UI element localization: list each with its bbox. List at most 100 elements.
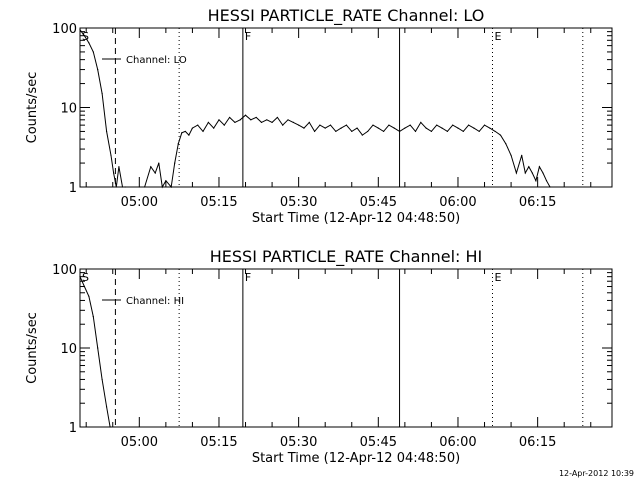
data-point bbox=[250, 119, 252, 121]
data-point bbox=[105, 406, 108, 408]
data-point bbox=[549, 186, 551, 188]
data-point bbox=[457, 127, 459, 129]
data-point bbox=[181, 132, 183, 134]
data-point bbox=[234, 121, 236, 123]
data-point bbox=[88, 295, 90, 297]
event-marker-label: F bbox=[245, 30, 251, 43]
x-tick-label: 05:00 bbox=[121, 435, 158, 450]
data-point bbox=[425, 127, 427, 129]
data-point bbox=[124, 186, 126, 188]
data-point bbox=[121, 186, 124, 188]
data-point bbox=[535, 180, 537, 182]
data-point bbox=[467, 124, 470, 126]
event-marker-label: E bbox=[494, 271, 501, 284]
data-point bbox=[473, 127, 475, 129]
data-point bbox=[170, 186, 172, 188]
data-point bbox=[276, 116, 278, 119]
data-point bbox=[388, 124, 390, 126]
x-tick-label: 05:30 bbox=[280, 195, 317, 210]
data-point bbox=[213, 127, 215, 129]
data-point bbox=[188, 134, 190, 136]
data-point bbox=[218, 119, 220, 121]
data-point bbox=[531, 172, 533, 174]
data-point bbox=[79, 276, 81, 278]
data-point bbox=[287, 119, 289, 121]
x-tick-label: 05:45 bbox=[360, 435, 397, 450]
x-tick-label: 05:00 bbox=[121, 195, 158, 210]
y-tick-label: 10 bbox=[60, 102, 77, 117]
data-point bbox=[228, 116, 231, 119]
x-tick-label: 06:00 bbox=[439, 195, 476, 210]
data-point bbox=[92, 51, 94, 53]
data-point bbox=[292, 121, 294, 123]
data-point bbox=[329, 124, 332, 126]
data-point bbox=[436, 124, 438, 126]
event-marker-label: E bbox=[494, 30, 501, 43]
x-tick-label: 05:15 bbox=[200, 435, 237, 450]
data-point bbox=[340, 127, 342, 129]
x-tick-label: 05:30 bbox=[280, 435, 317, 450]
chart-title: HESSI PARTICLE_RATE Channel: HI bbox=[210, 247, 483, 267]
data-point bbox=[521, 154, 523, 156]
data-point bbox=[303, 127, 305, 129]
data-point bbox=[483, 124, 486, 126]
data-point bbox=[92, 315, 94, 318]
x-axis-label: Start Time (12-Apr-12 04:48:50) bbox=[252, 211, 460, 226]
y-tick-label: 100 bbox=[52, 22, 77, 37]
data-point bbox=[308, 121, 310, 123]
data-point bbox=[271, 121, 273, 123]
y-tick-label: 100 bbox=[52, 263, 77, 278]
data-point bbox=[282, 124, 284, 126]
data-point bbox=[239, 119, 241, 121]
data-point bbox=[97, 68, 99, 71]
legend-label: Channel: HI bbox=[126, 296, 184, 307]
data-point bbox=[158, 162, 160, 164]
y-axis-label: Counts/sec bbox=[25, 72, 40, 144]
x-tick-label: 05:15 bbox=[200, 195, 237, 210]
data-point bbox=[115, 186, 117, 188]
data-point bbox=[510, 154, 512, 156]
data-point bbox=[255, 116, 257, 119]
data-point bbox=[505, 143, 507, 145]
data-point bbox=[404, 127, 406, 129]
data-point bbox=[356, 127, 358, 129]
data-point bbox=[260, 121, 263, 123]
y-tick-label: 1 bbox=[69, 181, 77, 196]
data-point bbox=[361, 134, 363, 136]
data-point bbox=[446, 130, 448, 133]
data-point bbox=[383, 130, 385, 133]
data-point bbox=[499, 134, 502, 136]
data-point bbox=[494, 130, 496, 133]
data-point bbox=[105, 130, 108, 133]
data-point bbox=[97, 347, 99, 349]
event-marker-label: S bbox=[82, 30, 89, 43]
data-point bbox=[462, 130, 464, 133]
data-point bbox=[161, 186, 163, 188]
data-point bbox=[118, 166, 120, 168]
data-point bbox=[542, 172, 544, 174]
data-point bbox=[528, 166, 530, 168]
data-point bbox=[524, 172, 526, 174]
data-point bbox=[244, 114, 247, 116]
x-tick-label: 06:15 bbox=[519, 195, 556, 210]
data-point bbox=[197, 124, 199, 126]
data-series-line bbox=[79, 29, 551, 189]
x-tick-label: 06:15 bbox=[519, 435, 556, 450]
data-point bbox=[266, 119, 268, 121]
data-point bbox=[372, 124, 374, 126]
data-point bbox=[409, 124, 411, 126]
data-point bbox=[191, 127, 194, 129]
data-point bbox=[430, 130, 433, 133]
data-point bbox=[207, 121, 209, 123]
data-point bbox=[138, 186, 140, 188]
legend-label: Channel: LO bbox=[126, 55, 187, 66]
x-tick-label: 05:45 bbox=[360, 195, 397, 210]
plot-frame bbox=[79, 27, 613, 188]
x-axis-label: Start Time (12-Apr-12 04:48:50) bbox=[252, 451, 460, 466]
chart-panel-2: HESSI PARTICLE_RATE Channel: HI 1 10 100 Cou… bbox=[25, 247, 613, 466]
data-point bbox=[377, 127, 379, 129]
data-point bbox=[420, 121, 422, 123]
data-point bbox=[298, 124, 300, 126]
data-point bbox=[177, 143, 179, 145]
